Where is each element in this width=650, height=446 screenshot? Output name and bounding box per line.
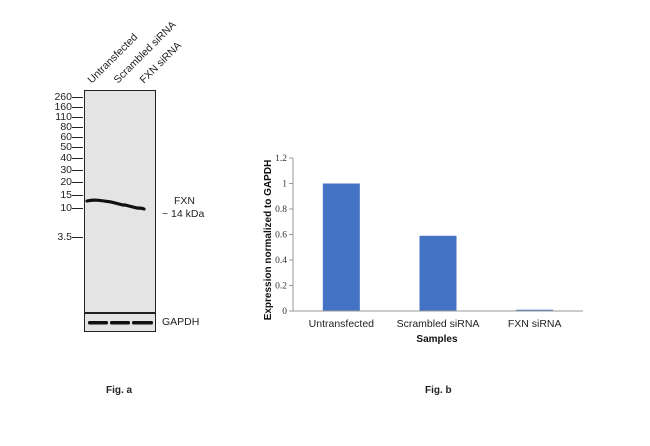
mw-marker-label: 160 bbox=[54, 101, 72, 113]
bar bbox=[516, 309, 554, 311]
mw-marker-label: 40 bbox=[60, 152, 72, 164]
mw-marker-tick bbox=[72, 158, 83, 159]
x-tick-label: FXN siRNA bbox=[508, 318, 562, 330]
blot-membrane-gapdh bbox=[84, 313, 156, 332]
y-tick-label: 0.2 bbox=[275, 282, 287, 292]
mw-marker-label: 110 bbox=[55, 111, 72, 123]
fxn-band bbox=[85, 198, 146, 211]
bar bbox=[322, 183, 360, 311]
mw-marker-tick bbox=[72, 117, 83, 118]
mw-marker-label: 20 bbox=[60, 176, 72, 188]
y-tick-label: 0.8 bbox=[275, 205, 287, 215]
x-axis-title: Samples bbox=[416, 334, 458, 345]
mw-marker-label: 15 bbox=[60, 189, 72, 201]
mw-marker-tick bbox=[72, 182, 83, 183]
y-tick-label: 1 bbox=[282, 180, 287, 190]
y-tick-label: 0 bbox=[282, 307, 287, 317]
mw-marker-label: 3.5 bbox=[57, 231, 72, 243]
fig-a-caption: Fig. a bbox=[106, 385, 133, 396]
mw-marker-tick bbox=[72, 97, 83, 98]
fxn-name: FXN bbox=[174, 195, 195, 207]
x-tick-label: Untransfected bbox=[309, 318, 375, 330]
mw-marker-tick bbox=[72, 137, 83, 138]
mw-marker-label: 80 bbox=[60, 121, 72, 133]
x-tick-label: Scrambled siRNA bbox=[397, 318, 480, 330]
gapdh-band-2 bbox=[110, 321, 130, 325]
gapdh-band-1 bbox=[88, 321, 108, 325]
x-axis: Untransfected Scrambled siRNA FXN siRNA bbox=[293, 310, 583, 330]
mw-marker-tick bbox=[72, 147, 83, 148]
mw-marker-tick bbox=[72, 195, 83, 196]
mw-marker-tick bbox=[72, 107, 83, 108]
bar bbox=[419, 235, 457, 311]
y-axis: 0 0.2 0.4 0.6 0.8 1 1.2 bbox=[275, 154, 294, 317]
mw-marker-label: 260 bbox=[54, 91, 72, 103]
y-axis-title: Expression normalized to GAPDH bbox=[263, 160, 274, 321]
mw-marker-tick bbox=[72, 170, 83, 171]
fxn-target-label: FXN ~ 14 kDa bbox=[162, 195, 204, 221]
fig-b-caption: Fig. b bbox=[425, 385, 452, 396]
mw-marker-label: 50 bbox=[60, 141, 72, 153]
mw-marker-tick bbox=[72, 208, 83, 209]
gapdh-band-3 bbox=[132, 321, 153, 325]
bars bbox=[322, 183, 554, 311]
y-tick-label: 0.6 bbox=[275, 231, 287, 241]
y-tick-label: 1.2 bbox=[275, 154, 287, 164]
y-tick-label: 0.4 bbox=[275, 256, 287, 266]
mw-marker-label: 60 bbox=[60, 131, 72, 143]
mw-marker-tick bbox=[72, 237, 83, 238]
gapdh-label: GAPDH bbox=[162, 316, 200, 328]
fxn-size: ~ 14 kDa bbox=[162, 208, 205, 221]
mw-marker-label: 30 bbox=[60, 164, 72, 176]
fxn-band-svg bbox=[85, 198, 146, 211]
mw-marker-label: 10 bbox=[60, 202, 72, 214]
blot-membrane-main bbox=[84, 90, 156, 313]
mw-marker-tick bbox=[72, 127, 83, 128]
gapdh-bands-svg bbox=[88, 321, 153, 325]
